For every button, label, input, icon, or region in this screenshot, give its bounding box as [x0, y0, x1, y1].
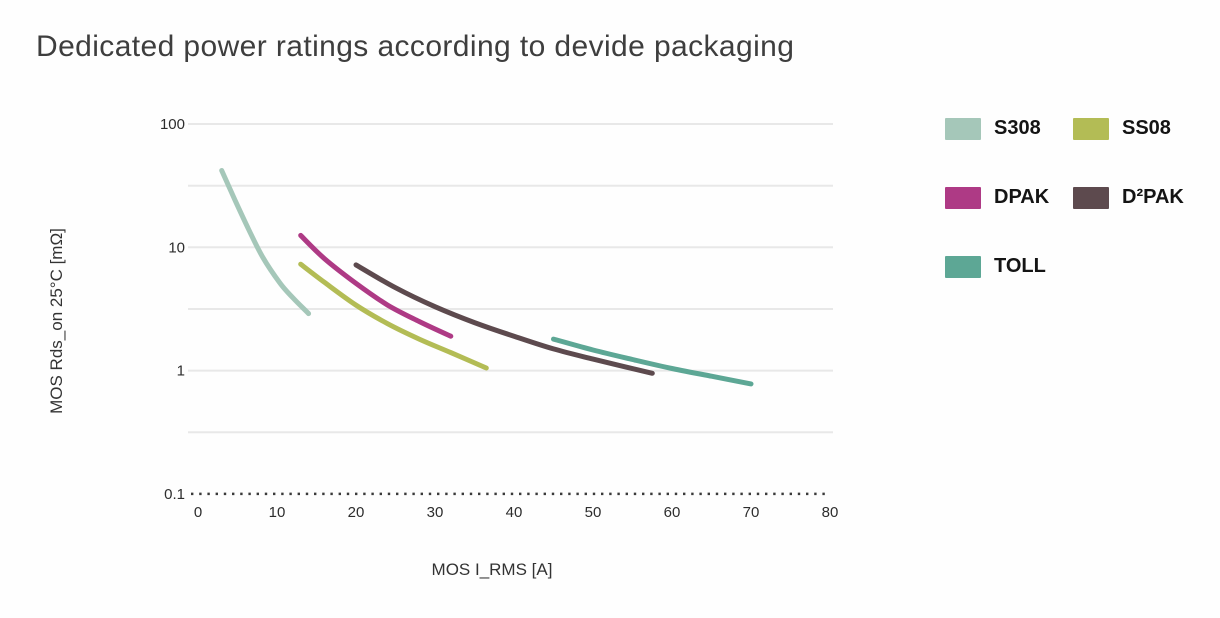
legend-label: S308 — [994, 117, 1041, 139]
x-tick-label: 20 — [348, 504, 365, 521]
legend-label: DPAK — [994, 186, 1050, 208]
y-tick-label: 10 — [168, 239, 185, 256]
legend: S308 SS08 DPAK D²PAK TOLL — [945, 117, 1201, 278]
series-curve-dpak — [298, 232, 454, 339]
x-axis-label: MOS I_RMS [A] — [431, 560, 553, 579]
x-tick-label: 0 — [194, 504, 202, 521]
series-curve-ss08 — [298, 261, 489, 371]
chart-title: Dedicated power ratings according to dev… — [36, 30, 795, 63]
x-tick-label: 40 — [506, 504, 523, 521]
y-tick-label: 100 — [160, 116, 185, 133]
x-tick-label: 70 — [743, 504, 760, 521]
legend-label: SS08 — [1122, 117, 1171, 139]
legend-item-dpak: DPAK — [945, 186, 1073, 209]
legend-item-ss08: SS08 — [1073, 117, 1201, 140]
y-tick-label: 1 — [177, 363, 185, 380]
series-curve-s308 — [219, 168, 312, 317]
legend-swatch — [1073, 186, 1109, 209]
legend-item-toll: TOLL — [945, 255, 1073, 278]
x-tick-label: 80 — [822, 504, 839, 521]
series-curve-toll — [551, 336, 754, 387]
x-tick-label: 50 — [585, 504, 602, 521]
series-curve-d2pak — [353, 262, 655, 376]
legend-swatch — [1073, 117, 1109, 140]
x-tick-label: 30 — [427, 504, 444, 521]
legend-item-s308: S308 — [945, 117, 1073, 140]
legend-item-d2pak: D²PAK — [1073, 186, 1201, 209]
y-tick-label: 0.1 — [164, 486, 185, 503]
legend-swatch — [945, 186, 981, 209]
legend-swatch — [945, 255, 981, 278]
legend-label: D²PAK — [1122, 186, 1184, 208]
x-tick-label: 60 — [664, 504, 681, 521]
legend-label: TOLL — [994, 255, 1046, 277]
legend-swatch — [945, 117, 981, 140]
x-tick-label: 10 — [269, 504, 286, 521]
